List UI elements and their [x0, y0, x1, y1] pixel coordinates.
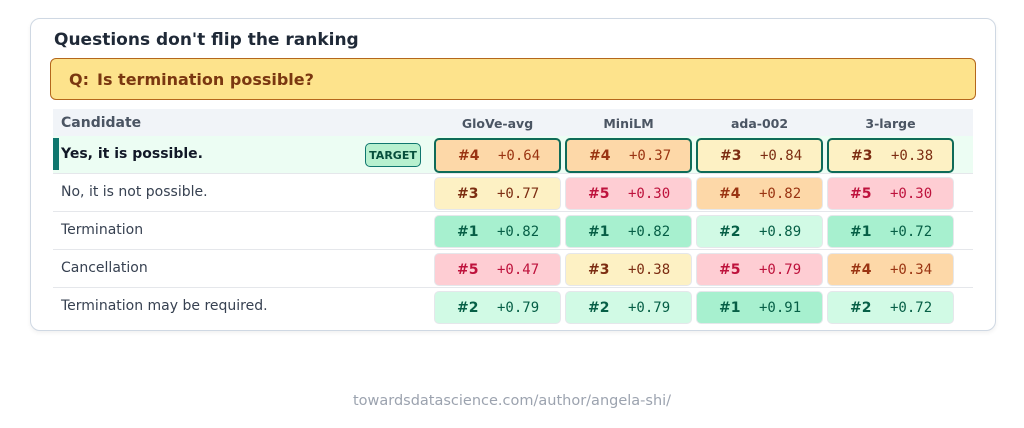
source-url: towardsdatascience.com/author/angela-shi… — [352, 393, 672, 409]
similarity-score: +0.38 — [891, 148, 934, 164]
similarity-score: +0.47 — [497, 262, 540, 278]
question-prefix: Q: — [69, 69, 89, 89]
rank-cell: #4 +0.82 — [696, 177, 823, 210]
table-body: Yes, it is possible. TARGET #4 +0.64 #4 +0.37… — [53, 136, 973, 326]
rank-value: #3 — [720, 148, 742, 164]
rank-value: #3 — [851, 148, 873, 164]
rank-value: #3 — [457, 186, 479, 202]
table-row: Termination may be required. #2 +0.79 #2 +0.… — [53, 288, 973, 326]
rank-value: #4 — [850, 262, 872, 278]
rank-value: #5 — [588, 186, 610, 202]
similarity-score: +0.84 — [760, 148, 803, 164]
rank-value: #1 — [588, 224, 610, 240]
rank-cell: #1 +0.91 — [696, 291, 823, 324]
rank-value: #4 — [458, 148, 480, 164]
rank-value: #1 — [850, 224, 872, 240]
rank-cell: #5 +0.47 — [434, 253, 561, 286]
candidate-label: Termination — [61, 222, 144, 238]
table-row-target: Yes, it is possible. TARGET #4 +0.64 #4 +0.37… — [53, 136, 973, 174]
rank-value: #5 — [719, 262, 741, 278]
rank-cell: #3 +0.38 — [565, 253, 692, 286]
target-accent-bar — [53, 138, 59, 170]
table-row: No, it is not possible. #3 +0.77 #5 +0.30 #4 +… — [53, 174, 973, 212]
rank-value: #5 — [457, 262, 479, 278]
table-row: Termination #1 +0.82 #1 +0.82 #2 +0.89 #1 +0.72 — [53, 212, 973, 250]
candidate-label: Termination may be required. — [61, 298, 268, 314]
rank-value: #4 — [719, 186, 741, 202]
rank-cell: #2 +0.72 — [827, 291, 954, 324]
rank-cell: #2 +0.79 — [434, 291, 561, 324]
rank-value: #2 — [588, 300, 610, 316]
question-text: Is termination possible? — [97, 69, 314, 89]
column-header-candidate: Candidate — [61, 115, 142, 131]
figure-title: Questions don't flip the ranking — [54, 30, 359, 50]
rank-value: #4 — [589, 148, 611, 164]
similarity-score: +0.72 — [890, 224, 933, 240]
candidate-label: Cancellation — [61, 260, 148, 276]
rank-cell: #3 +0.38 — [827, 138, 954, 173]
rank-cell: #3 +0.84 — [696, 138, 823, 173]
table-header: Candidate GloVe-avg MiniLM ada-002 3-lar… — [53, 109, 973, 136]
column-header-model: 3-large — [865, 116, 916, 131]
rank-cell: #3 +0.77 — [434, 177, 561, 210]
rank-cell: #2 +0.79 — [565, 291, 692, 324]
similarity-score: +0.82 — [628, 224, 671, 240]
similarity-score: +0.30 — [628, 186, 671, 202]
similarity-score: +0.38 — [628, 262, 671, 278]
column-header-model: ada-002 — [730, 116, 789, 131]
rank-cell: #1 +0.82 — [565, 215, 692, 248]
rank-value: #5 — [850, 186, 872, 202]
similarity-score: +0.72 — [890, 300, 933, 316]
candidate-label: Yes, it is possible. — [61, 146, 203, 162]
column-header-model: MiniLM — [603, 116, 654, 131]
rank-cell: #4 +0.34 — [827, 253, 954, 286]
rank-cell: #5 +0.30 — [827, 177, 954, 210]
similarity-score: +0.91 — [759, 300, 802, 316]
similarity-score: +0.82 — [497, 224, 540, 240]
similarity-score: +0.82 — [759, 186, 802, 202]
rank-value: #3 — [588, 262, 610, 278]
rank-cell: #4 +0.64 — [434, 138, 561, 173]
similarity-score: +0.89 — [759, 224, 802, 240]
rank-value: #1 — [457, 224, 479, 240]
similarity-score: +0.79 — [759, 262, 802, 278]
similarity-score: +0.64 — [498, 148, 541, 164]
rank-cell: #4 +0.37 — [565, 138, 692, 173]
similarity-score: +0.37 — [629, 148, 672, 164]
question-banner: Q: Is termination possible? — [50, 58, 976, 100]
column-header-model: GloVe-avg — [461, 116, 534, 131]
rank-cell: #1 +0.82 — [434, 215, 561, 248]
rank-cell: #1 +0.72 — [827, 215, 954, 248]
rank-cell: #5 +0.30 — [565, 177, 692, 210]
rank-value: #2 — [719, 224, 741, 240]
rank-value: #1 — [719, 300, 741, 316]
similarity-score: +0.34 — [890, 262, 933, 278]
table-row: Cancellation #5 +0.47 #3 +0.38 #5 +0.79 #4 +0.34 — [53, 250, 973, 288]
ranking-table: Candidate GloVe-avg MiniLM ada-002 3-lar… — [53, 109, 973, 326]
similarity-score: +0.79 — [628, 300, 671, 316]
similarity-score: +0.77 — [497, 186, 540, 202]
similarity-score: +0.30 — [890, 186, 933, 202]
target-badge: TARGET — [365, 143, 421, 167]
similarity-score: +0.79 — [497, 300, 540, 316]
rank-value: #2 — [457, 300, 479, 316]
rank-cell: #5 +0.79 — [696, 253, 823, 286]
candidate-label: No, it is not possible. — [61, 184, 208, 200]
rank-value: #2 — [850, 300, 872, 316]
rank-cell: #2 +0.89 — [696, 215, 823, 248]
figure-card: Questions don't flip the ranking Q: Is t… — [30, 18, 996, 331]
